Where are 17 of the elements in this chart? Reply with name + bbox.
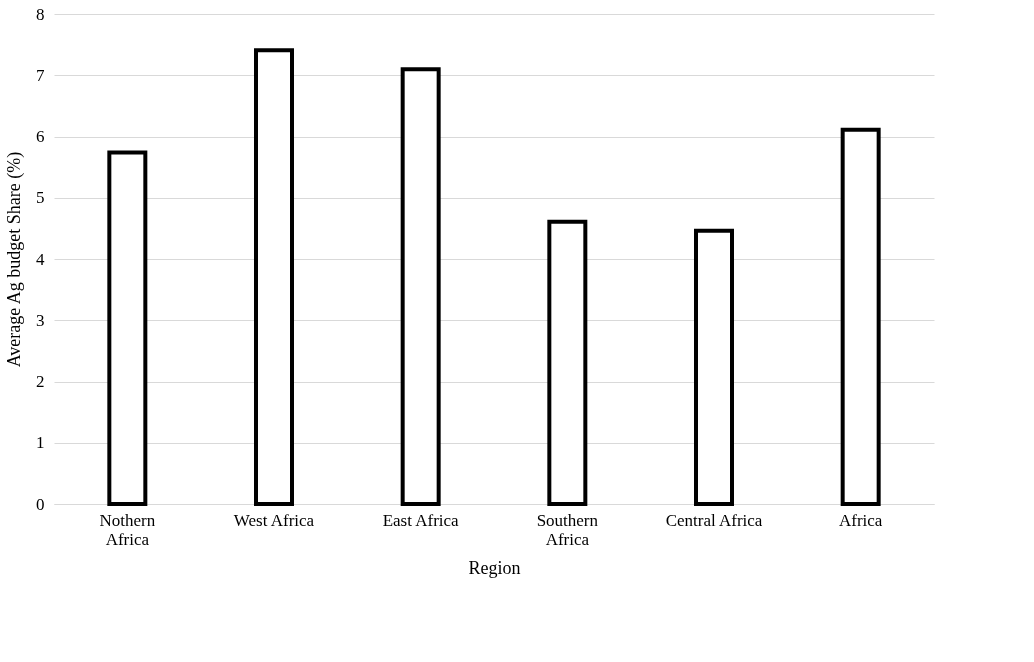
- y-tick-label: 4: [36, 249, 45, 269]
- y-tick-label: 0: [36, 494, 45, 514]
- y-tick-label: 1: [36, 433, 45, 453]
- x-tick-label: East Africa: [382, 510, 460, 530]
- y-tick-label: 5: [36, 188, 45, 208]
- x-tick-label: Africa: [838, 510, 883, 530]
- y-tick-label: 3: [36, 310, 45, 330]
- y-tick-label: 6: [36, 127, 45, 146]
- x-tick-label: Southern Africa: [536, 510, 599, 549]
- x-tick-label: Central Africa: [665, 510, 763, 530]
- y-tick-label: 7: [36, 65, 45, 85]
- x-tick-label: Nothern Africa: [99, 510, 156, 549]
- x-axis-title: Region: [468, 557, 521, 578]
- y-tick-label: 8: [36, 4, 45, 24]
- y-tick-label: 2: [36, 372, 45, 391]
- x-tick-label: West Africa: [233, 510, 315, 530]
- y-axis-title: Average Ag budget Share (%): [4, 151, 25, 368]
